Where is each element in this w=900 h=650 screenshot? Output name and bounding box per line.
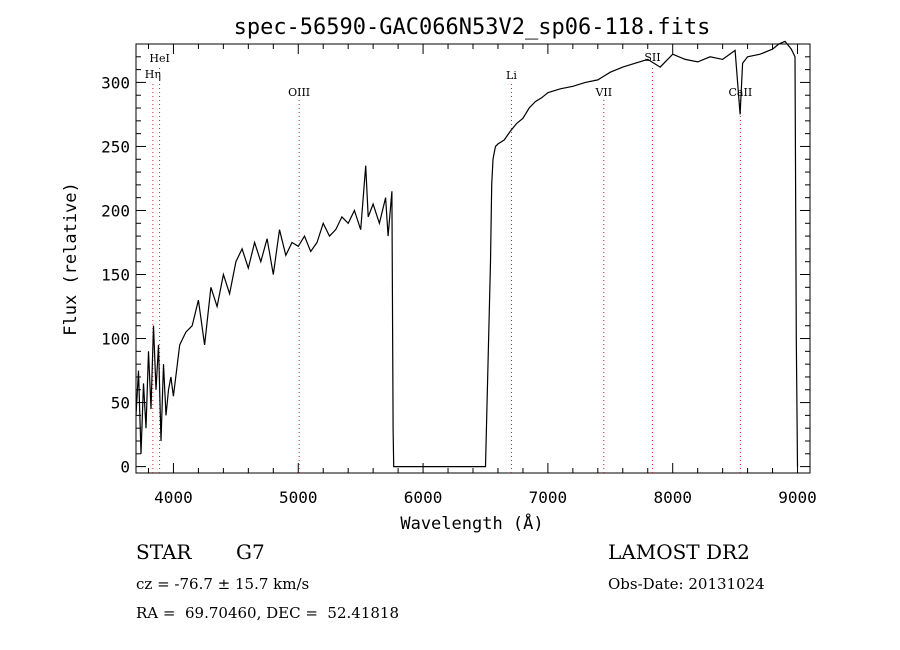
cz-value: cz = -76.7 ± 15.7 km/s xyxy=(136,575,310,593)
y-tick-label: 100 xyxy=(101,330,130,349)
chart-title: spec-56590-GAC066N53V2_sp06-118.fits xyxy=(234,15,711,40)
line-label: VII xyxy=(594,86,612,99)
object-class: STAR xyxy=(136,540,192,564)
line-label: Li xyxy=(506,69,517,82)
line-label: CaII xyxy=(729,86,753,99)
x-axis: 4000 5000 6000 7000 8000 9000 xyxy=(147,44,817,507)
x-tick-label: 9000 xyxy=(778,488,817,507)
line-label: Hη xyxy=(145,68,161,81)
x-tick-label: 7000 xyxy=(529,488,568,507)
spectral-lines: HeI Hη OIII Li VII SII CaII xyxy=(145,51,752,473)
y-axis: 0 50 100 150 200 250 300 xyxy=(101,56,810,477)
y-tick-label: 50 xyxy=(111,394,130,413)
y-axis-label: Flux (relative) xyxy=(61,182,81,336)
x-tick-label: 8000 xyxy=(653,488,692,507)
y-tick-label: 300 xyxy=(101,73,130,92)
subclass: G7 xyxy=(236,540,265,564)
line-label: SII xyxy=(644,51,660,64)
y-tick-label: 150 xyxy=(101,266,130,285)
survey-name: LAMOST DR2 xyxy=(608,540,750,564)
y-tick-label: 250 xyxy=(101,137,130,156)
line-label: OIII xyxy=(288,86,310,99)
x-tick-label: 6000 xyxy=(404,488,443,507)
x-tick-label: 4000 xyxy=(154,488,193,507)
ra-dec: RA = 69.70460, DEC = 52.41818 xyxy=(136,604,400,622)
y-tick-label: 0 xyxy=(120,458,130,477)
x-tick-label: 5000 xyxy=(279,488,318,507)
line-label: HeI xyxy=(149,52,169,65)
y-tick-label: 200 xyxy=(101,201,130,220)
obs-date: Obs-Date: 20131024 xyxy=(608,575,765,593)
x-axis-label: Wavelength (Å) xyxy=(400,512,543,534)
spectrum-line xyxy=(135,40,799,468)
